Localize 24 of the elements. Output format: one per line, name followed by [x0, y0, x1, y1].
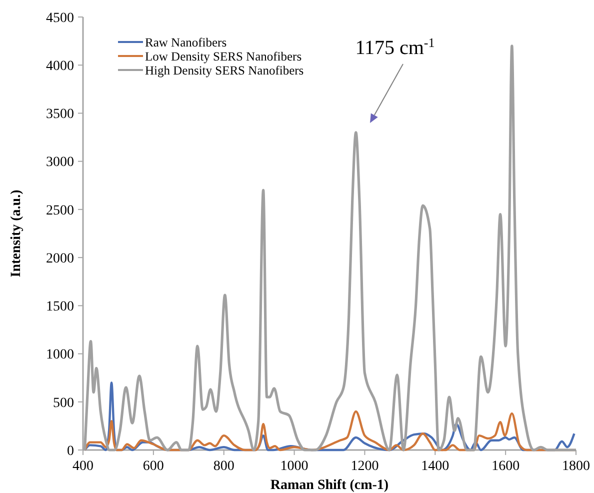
y-tick-label: 500	[53, 396, 74, 411]
annotation: 1175 cm$^{-1}$	[355, 34, 435, 59]
x-tick-label: 1600	[492, 459, 520, 474]
x-tick-label: 400	[72, 459, 94, 474]
x-tick-label: 1800	[562, 459, 590, 474]
x-tick-label: 1000	[280, 459, 308, 474]
x-tick-label: 1200	[350, 459, 379, 474]
x-tick-label: 1400	[421, 459, 450, 474]
y-tick-label: 4500	[46, 10, 74, 26]
y-axis-title: Intensity (a.u.)	[9, 189, 24, 278]
x-tick-label: 600	[142, 459, 164, 474]
y-tick-label: 0	[67, 444, 74, 459]
legend-label: Raw Nanofibers	[145, 35, 227, 50]
legend-label: High Density SERS Nanofibers	[145, 63, 304, 78]
y-tick-label: 1000	[46, 348, 74, 363]
x-axis-title: Raman Shift (cm-1)	[270, 478, 389, 493]
y-tick-label: 2500	[46, 203, 74, 218]
y-tick-label: 3000	[46, 155, 74, 170]
legend-label: Low Density SERS Nanofibers	[145, 49, 302, 64]
x-tick-label: 800	[213, 459, 234, 474]
y-tick-label: 1500	[46, 300, 74, 315]
y-tick-label: 3500	[46, 107, 74, 122]
y-tick-label: 4000	[46, 59, 74, 74]
y-tick-label: 2000	[46, 251, 74, 266]
